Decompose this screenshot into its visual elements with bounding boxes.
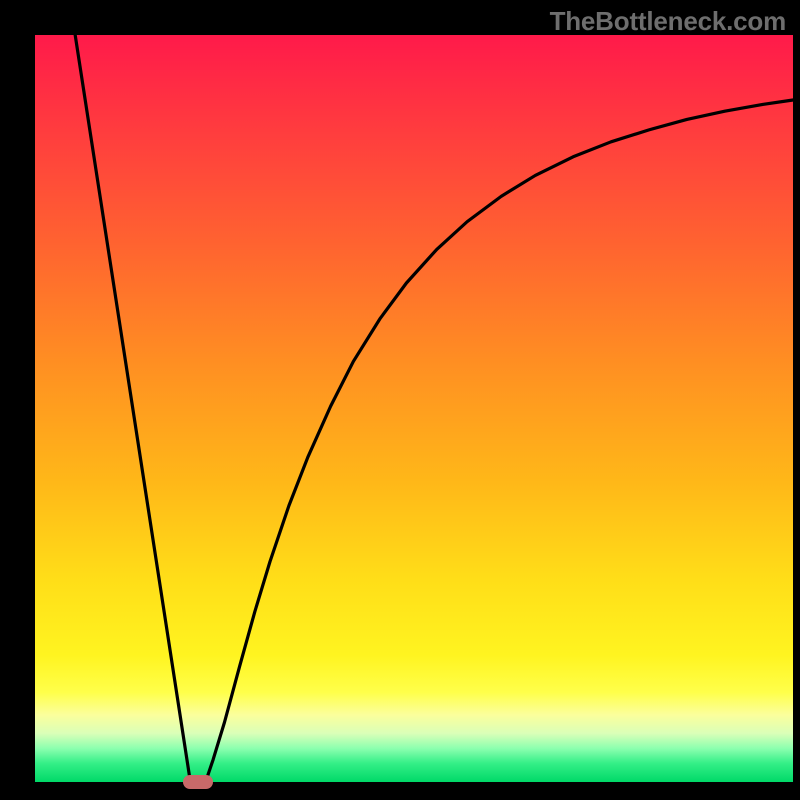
- plot-area: [35, 35, 793, 782]
- curve-svg: [35, 35, 793, 782]
- sweet-spot-marker: [183, 775, 213, 789]
- watermark-text: TheBottleneck.com: [550, 6, 786, 37]
- bottleneck-curve: [75, 35, 793, 782]
